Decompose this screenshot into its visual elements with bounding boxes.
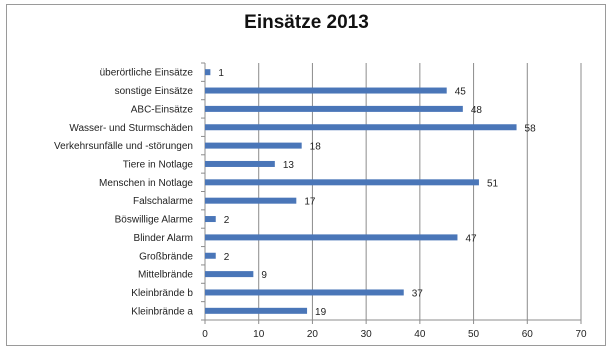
bar xyxy=(205,179,479,186)
chart-title: Einsätze 2013 xyxy=(244,12,369,33)
bar xyxy=(205,142,302,149)
x-tick-label: 50 xyxy=(468,329,480,340)
category-label: sonstige Einsätze xyxy=(115,86,194,97)
x-tick-label: 30 xyxy=(361,329,373,340)
bar xyxy=(205,216,216,223)
x-tick-label: 60 xyxy=(522,329,534,340)
category-label: Verkehrsunfälle und -störungen xyxy=(54,141,193,152)
bar xyxy=(205,124,517,131)
category-label: Großbrände xyxy=(139,251,193,262)
category-label: Mittelbrände xyxy=(138,270,193,281)
x-tick-label: 20 xyxy=(307,329,319,340)
data-label: 37 xyxy=(412,288,424,299)
category-label: Falschalarme xyxy=(133,196,193,207)
bar xyxy=(205,87,447,94)
data-label: 48 xyxy=(471,105,483,116)
x-tick-label: 40 xyxy=(414,329,426,340)
category-label: Tiere in Notlage xyxy=(123,159,194,170)
bar xyxy=(205,289,404,296)
bar xyxy=(205,69,211,76)
category-label: Kleinbrände a xyxy=(131,306,193,317)
data-label: 9 xyxy=(261,270,267,281)
category-label: Wasser- und Sturmschäden xyxy=(69,123,193,134)
category-label: überörtliche Einsätze xyxy=(100,68,194,79)
bar xyxy=(205,271,254,278)
data-label: 51 xyxy=(487,178,499,189)
bar xyxy=(205,252,216,259)
data-label: 19 xyxy=(315,307,327,318)
chart-frame xyxy=(6,4,606,346)
x-tick-label: 0 xyxy=(202,329,208,340)
bar xyxy=(205,234,458,241)
data-label: 2 xyxy=(224,215,230,226)
category-label: Menschen in Notlage xyxy=(99,178,193,189)
data-label: 13 xyxy=(283,160,295,171)
x-tick-label: 70 xyxy=(575,329,587,340)
category-label: Blinder Alarm xyxy=(134,233,193,244)
data-label: 58 xyxy=(525,123,537,134)
data-label: 47 xyxy=(465,233,477,244)
bar xyxy=(205,307,308,314)
category-label: ABC-Einsätze xyxy=(131,104,194,115)
bar xyxy=(205,105,463,112)
data-label: 1 xyxy=(218,68,224,79)
data-label: 45 xyxy=(455,87,467,98)
bar xyxy=(205,197,297,204)
x-tick-label: 10 xyxy=(253,329,265,340)
data-label: 18 xyxy=(310,142,322,153)
bar xyxy=(205,160,275,167)
category-label: Böswillige Alarme xyxy=(115,215,194,226)
data-label: 17 xyxy=(304,197,316,208)
category-label: Kleinbrände b xyxy=(131,288,193,299)
data-label: 2 xyxy=(224,252,230,263)
